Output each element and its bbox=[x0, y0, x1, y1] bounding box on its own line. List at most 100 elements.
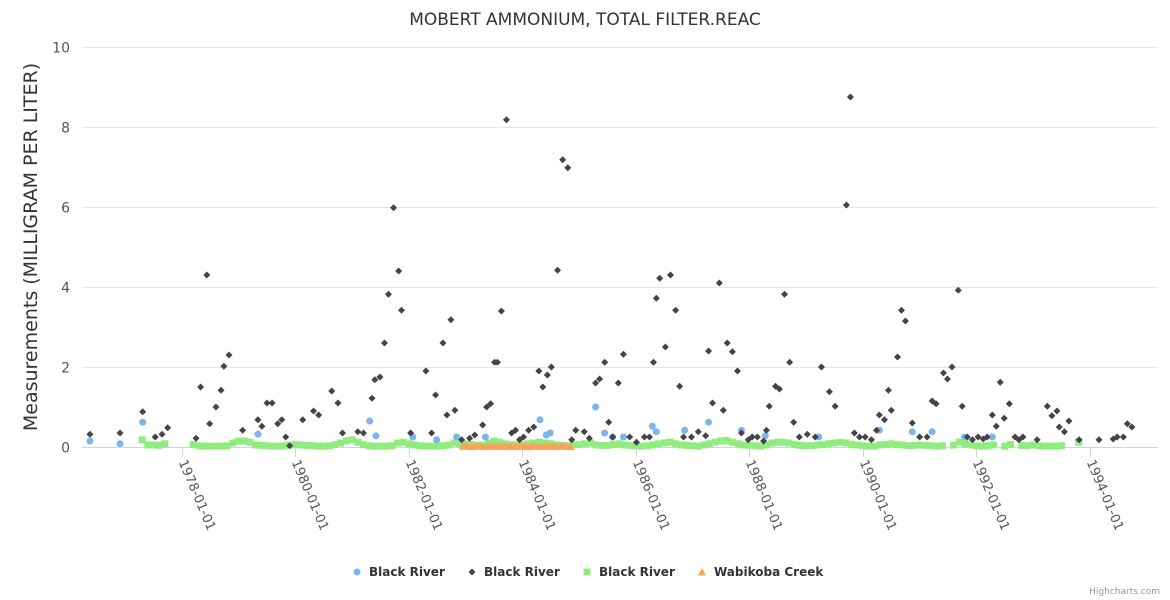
data-point-diamond[interactable] bbox=[688, 433, 696, 441]
data-point-square[interactable] bbox=[723, 437, 731, 445]
data-point-diamond[interactable] bbox=[282, 433, 290, 441]
data-point-diamond[interactable] bbox=[1033, 436, 1041, 444]
data-point-diamond[interactable] bbox=[825, 388, 833, 396]
data-point-diamond[interactable] bbox=[192, 434, 200, 442]
data-point-square[interactable] bbox=[717, 437, 725, 445]
data-point-diamond[interactable] bbox=[983, 433, 991, 441]
data-point-diamond[interactable] bbox=[493, 358, 501, 366]
data-point-square[interactable] bbox=[575, 441, 583, 449]
data-point-diamond[interactable] bbox=[932, 400, 940, 408]
data-point-square[interactable] bbox=[859, 442, 867, 450]
data-point-diamond[interactable] bbox=[646, 433, 654, 441]
data-point-diamond[interactable] bbox=[395, 267, 403, 275]
data-point-square[interactable] bbox=[246, 438, 254, 446]
data-point-square[interactable] bbox=[291, 441, 299, 449]
data-point-diamond[interactable] bbox=[554, 266, 562, 274]
data-point-square[interactable] bbox=[1052, 442, 1060, 450]
data-point-square[interactable] bbox=[978, 442, 986, 450]
data-point-diamond[interactable] bbox=[846, 93, 854, 101]
data-point-square[interactable] bbox=[263, 442, 271, 450]
data-point-diamond[interactable] bbox=[605, 418, 613, 426]
data-point-diamond[interactable] bbox=[380, 339, 388, 347]
data-point-square[interactable] bbox=[916, 441, 924, 449]
data-point-square[interactable] bbox=[779, 438, 787, 446]
data-point-square[interactable] bbox=[422, 442, 430, 450]
data-point-square[interactable] bbox=[700, 441, 708, 449]
data-point-diamond[interactable] bbox=[547, 363, 555, 371]
data-point-circle[interactable] bbox=[536, 416, 544, 424]
data-point-diamond[interactable] bbox=[86, 430, 94, 438]
data-point-diamond[interactable] bbox=[728, 348, 736, 356]
data-point-circle[interactable] bbox=[482, 433, 489, 441]
data-point-circle[interactable] bbox=[681, 426, 689, 434]
data-point-diamond[interactable] bbox=[733, 367, 741, 375]
data-point-square[interactable] bbox=[615, 440, 623, 448]
data-point-square[interactable] bbox=[831, 439, 839, 447]
data-point-diamond[interactable] bbox=[694, 428, 702, 436]
data-point-square[interactable] bbox=[655, 440, 663, 448]
data-point-circle[interactable] bbox=[592, 403, 600, 411]
data-point-diamond[interactable] bbox=[923, 433, 931, 441]
data-point-square[interactable] bbox=[796, 441, 804, 449]
data-point-diamond[interactable] bbox=[1019, 433, 1027, 441]
data-point-square[interactable] bbox=[257, 441, 265, 449]
data-point-diamond[interactable] bbox=[626, 433, 634, 441]
data-point-square[interactable] bbox=[921, 441, 929, 449]
data-point-diamond[interactable] bbox=[479, 421, 487, 429]
data-point-square[interactable] bbox=[348, 436, 356, 444]
data-point-square[interactable] bbox=[303, 441, 311, 449]
data-point-square[interactable] bbox=[791, 441, 799, 449]
data-point-square[interactable] bbox=[189, 441, 197, 449]
data-point-diamond[interactable] bbox=[398, 306, 406, 314]
data-point-square[interactable] bbox=[711, 438, 719, 446]
data-point-square[interactable] bbox=[887, 440, 895, 448]
data-point-diamond[interactable] bbox=[197, 383, 205, 391]
data-point-square[interactable] bbox=[813, 441, 821, 449]
data-point-circle[interactable] bbox=[116, 440, 124, 448]
data-point-diamond[interactable] bbox=[908, 419, 916, 427]
data-point-diamond[interactable] bbox=[543, 371, 551, 379]
data-point-square[interactable] bbox=[428, 442, 436, 450]
data-point-diamond[interactable] bbox=[254, 416, 262, 424]
data-point-diamond[interactable] bbox=[963, 433, 971, 441]
data-point-square[interactable] bbox=[876, 441, 884, 449]
data-point-square[interactable] bbox=[757, 442, 765, 450]
data-point-diamond[interactable] bbox=[831, 402, 839, 410]
data-point-diamond[interactable] bbox=[954, 286, 962, 294]
data-point-diamond[interactable] bbox=[443, 411, 451, 419]
data-point-diamond[interactable] bbox=[559, 156, 567, 164]
data-point-square[interactable] bbox=[848, 441, 856, 449]
data-point-circle[interactable] bbox=[652, 428, 660, 436]
data-point-square[interactable] bbox=[604, 441, 612, 449]
data-point-square[interactable] bbox=[882, 441, 890, 449]
data-point-square[interactable] bbox=[825, 440, 833, 448]
data-point-circle[interactable] bbox=[372, 432, 380, 440]
data-point-diamond[interactable] bbox=[715, 279, 723, 287]
data-point-square[interactable] bbox=[989, 441, 997, 449]
data-point-diamond[interactable] bbox=[278, 416, 286, 424]
data-point-square[interactable] bbox=[938, 442, 946, 450]
data-point-diamond[interactable] bbox=[596, 375, 604, 383]
data-point-diamond[interactable] bbox=[315, 411, 323, 419]
data-point-diamond[interactable] bbox=[487, 400, 495, 408]
data-point-diamond[interactable] bbox=[737, 429, 745, 437]
data-point-square[interactable] bbox=[1058, 442, 1066, 450]
data-point-diamond[interactable] bbox=[901, 317, 909, 325]
data-point-diamond[interactable] bbox=[775, 385, 783, 393]
data-point-square[interactable] bbox=[666, 438, 674, 446]
data-point-square[interactable] bbox=[144, 441, 152, 449]
data-point-diamond[interactable] bbox=[850, 429, 858, 437]
data-point-diamond[interactable] bbox=[299, 416, 307, 424]
data-point-square[interactable] bbox=[728, 438, 736, 446]
data-point-square[interactable] bbox=[598, 441, 606, 449]
data-point-diamond[interactable] bbox=[676, 382, 684, 390]
data-point-square[interactable] bbox=[212, 442, 220, 450]
data-point-diamond[interactable] bbox=[1123, 420, 1131, 428]
data-point-square[interactable] bbox=[808, 442, 816, 450]
data-point-diamond[interactable] bbox=[151, 433, 159, 441]
data-point-square[interactable] bbox=[314, 442, 322, 450]
data-point-square[interactable] bbox=[450, 439, 458, 447]
data-point-diamond[interactable] bbox=[781, 290, 789, 298]
data-point-diamond[interactable] bbox=[203, 271, 211, 279]
data-point-square[interactable] bbox=[1046, 442, 1054, 450]
